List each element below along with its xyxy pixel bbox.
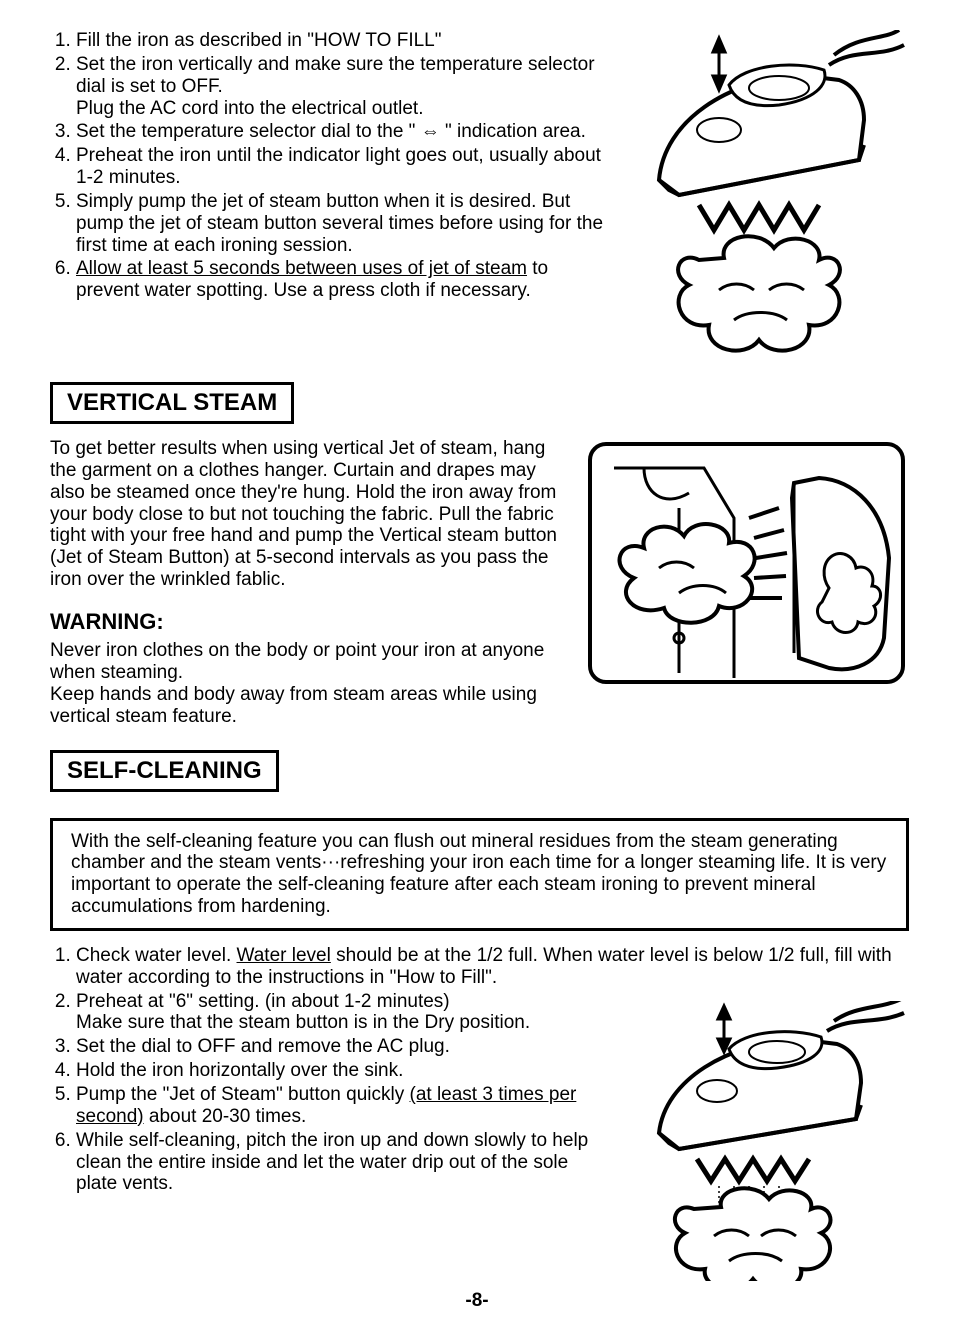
sc-step-1-underline: Water level <box>237 945 331 966</box>
vertical-steam-heading-text: VERTICAL STEAM <box>67 389 277 416</box>
sc-step-5-post: about 20-30 times. <box>144 1106 307 1127</box>
top-step-2-text: Set the iron vertically and make sure th… <box>76 54 595 119</box>
top-step-4-text: Preheat the iron until the indicator lig… <box>76 145 601 188</box>
top-step-6-underline: Allow at least 5 seconds between uses of… <box>76 258 527 279</box>
sc-step-2: Preheat at "6" setting. (in about 1-2 mi… <box>76 991 609 1035</box>
vertical-steam-body: To get better results when using vertica… <box>50 438 564 591</box>
sc-step-4-text: Hold the iron horizontally over the sink… <box>76 1060 403 1081</box>
top-step-5: Simply pump the jet of steam button when… <box>76 191 609 257</box>
vertical-steam-illustration <box>584 438 909 688</box>
self-cleaning-steps-col: Preheat at "6" setting. (in about 1-2 mi… <box>50 991 609 1198</box>
page-number: -8- <box>0 1290 954 1312</box>
top-step-3-text: Set the temperature selector dial to the… <box>76 121 586 142</box>
self-cleaning-heading-text: SELF-CLEANING <box>67 757 262 784</box>
sc-step-6-text: While self-cleaning, pitch the iron up a… <box>76 1130 588 1195</box>
self-cleaning-step1-wrap: Check water level. Water level should be… <box>50 945 909 989</box>
vertical-steam-section: To get better results when using vertica… <box>50 438 909 728</box>
top-step-6: Allow at least 5 seconds between uses of… <box>76 258 609 302</box>
sc-step-5-pre: Pump the "Jet of Steam" button quickly <box>76 1084 410 1105</box>
sc-step-3-text: Set the dial to OFF and remove the AC pl… <box>76 1036 450 1057</box>
sc-step-2-text: Preheat at "6" setting. (in about 1-2 mi… <box>76 991 530 1034</box>
top-instructions-list: Fill the iron as described in "HOW TO FI… <box>50 30 609 302</box>
top-step-4: Preheat the iron until the indicator lig… <box>76 145 609 189</box>
self-cleaning-illustration <box>629 1001 909 1281</box>
iron-steam-illustration <box>629 30 909 360</box>
top-step-1-text: Fill the iron as described in "HOW TO FI… <box>76 30 441 51</box>
sc-step-6: While self-cleaning, pitch the iron up a… <box>76 1130 609 1196</box>
vertical-steam-text-col: To get better results when using vertica… <box>50 438 564 728</box>
top-step-1: Fill the iron as described in "HOW TO FI… <box>76 30 609 52</box>
self-cleaning-list: Check water level. Water level should be… <box>50 945 909 989</box>
sc-step-5: Pump the "Jet of Steam" button quickly (… <box>76 1084 609 1128</box>
top-section: Fill the iron as described in "HOW TO FI… <box>50 30 909 360</box>
sc-step-1: Check water level. Water level should be… <box>76 945 909 989</box>
top-instructions-col: Fill the iron as described in "HOW TO FI… <box>50 30 609 360</box>
page-container: Fill the iron as described in "HOW TO FI… <box>0 0 954 1330</box>
self-cleaning-list-cont: Preheat at "6" setting. (in about 1-2 mi… <box>50 991 609 1196</box>
warning-body: Never iron clothes on the body or point … <box>50 640 564 727</box>
self-cleaning-heading: SELF-CLEANING <box>50 750 279 792</box>
self-cleaning-info-box: With the self-cleaning feature you can f… <box>50 818 909 931</box>
top-step-5-text: Simply pump the jet of steam button when… <box>76 191 603 256</box>
vertical-steam-heading: VERTICAL STEAM <box>50 382 294 424</box>
sc-step-4: Hold the iron horizontally over the sink… <box>76 1060 609 1082</box>
warning-heading: WARNING: <box>50 609 564 634</box>
sc-step-1-pre: Check water level. <box>76 945 237 966</box>
top-step-3: Set the temperature selector dial to the… <box>76 121 609 143</box>
top-step-2: Set the iron vertically and make sure th… <box>76 54 609 120</box>
sc-step-3: Set the dial to OFF and remove the AC pl… <box>76 1036 609 1058</box>
self-cleaning-bottom: Preheat at "6" setting. (in about 1-2 mi… <box>50 991 909 1281</box>
self-cleaning-info-text: With the self-cleaning feature you can f… <box>71 831 886 918</box>
